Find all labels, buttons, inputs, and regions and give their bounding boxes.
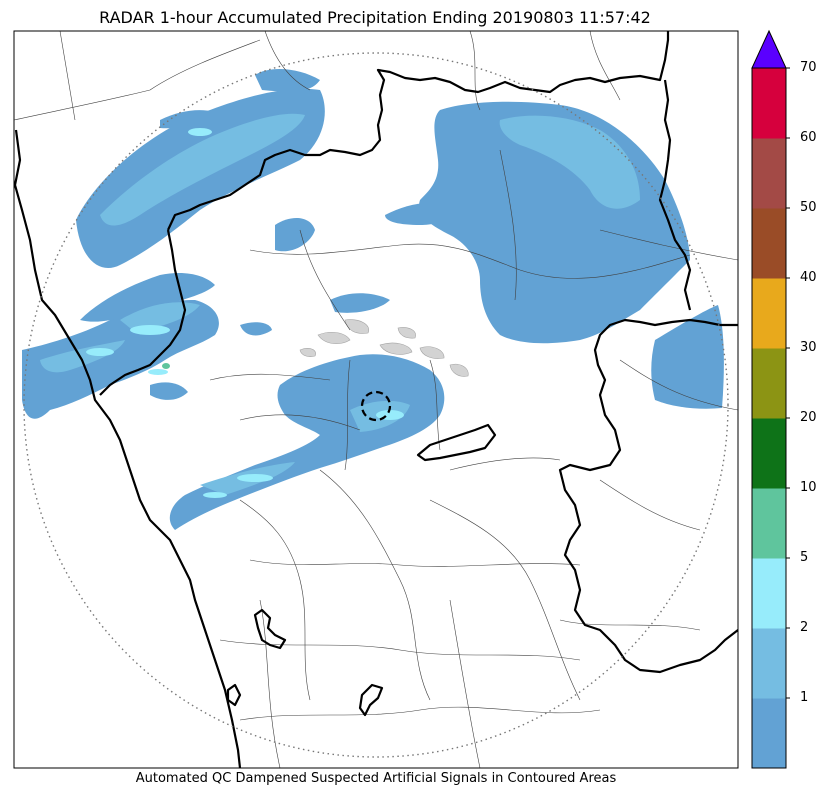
colorbar-bin-40-50 <box>752 208 786 279</box>
colorbar-bin-5-10 <box>752 488 786 559</box>
chart-title: RADAR 1-hour Accumulated Precipitation E… <box>99 8 651 27</box>
colorbar-bin-60-70 <box>752 68 786 139</box>
colorbar-bin-50-60 <box>752 138 786 209</box>
colorbar-tick-label: 5 <box>800 550 809 565</box>
colorbar-bin-30-40 <box>752 278 786 349</box>
colorbar-tick-label: 50 <box>800 200 817 215</box>
map-area <box>14 31 738 768</box>
colorbar-tick-label: 30 <box>800 340 817 355</box>
colorbar-bin-10-20 <box>752 418 786 489</box>
colorbar-tick-label: 2 <box>800 620 809 635</box>
qc-contours <box>299 319 469 377</box>
colorbar-bin-0-1 <box>752 698 786 769</box>
precip-light-layer <box>40 113 640 495</box>
colorbar <box>751 29 790 769</box>
colorbar-bin-2-5 <box>752 558 786 629</box>
colorbar-extend-arrow <box>751 29 787 69</box>
qc-note: Automated QC Dampened Suspected Artifici… <box>135 771 617 786</box>
colorbar-tick-label: 1 <box>800 690 809 705</box>
map-frame <box>13 30 739 769</box>
colorbar-tick-label: 60 <box>800 130 817 145</box>
coastline-borders <box>14 31 738 768</box>
colorbar-bin-20-30 <box>752 348 786 419</box>
colorbar-tick-label: 40 <box>800 270 817 285</box>
colorbar-tick-label: 10 <box>800 480 817 495</box>
admin-boundaries <box>14 31 738 768</box>
radar-site-marker <box>360 390 392 422</box>
colorbar-bin-1-2 <box>752 628 786 699</box>
precip-heavy-layer <box>162 363 170 369</box>
precip-moderate-layer <box>86 128 404 498</box>
colorbar-tick-label: 20 <box>800 410 817 425</box>
colorbar-tick-label: 70 <box>800 60 817 75</box>
range-ring <box>23 52 729 758</box>
